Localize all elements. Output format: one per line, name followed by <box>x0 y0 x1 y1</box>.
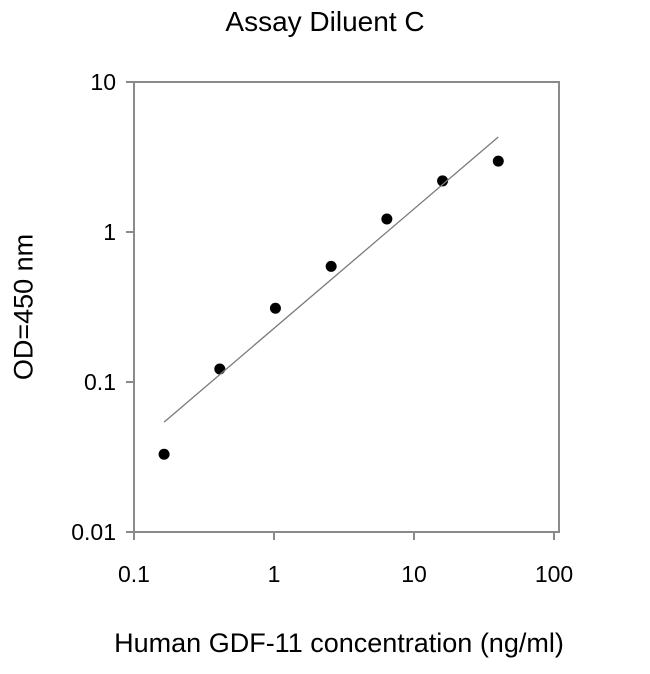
y-tick-label: 0.01 <box>71 519 116 545</box>
fit-line <box>163 136 499 423</box>
data-point <box>437 175 449 187</box>
x-tick-label: 100 <box>535 561 573 587</box>
y-tick-label: 0.1 <box>84 369 116 395</box>
x-tick-label: 1 <box>268 561 281 587</box>
data-point <box>269 302 281 314</box>
chart-title: Assay Diluent C <box>225 6 425 37</box>
data-point <box>492 155 504 167</box>
plot-frame <box>133 81 560 533</box>
y-tick-label: 10 <box>90 69 116 95</box>
x-tick-label: 10 <box>401 561 427 587</box>
y-tick-label: 1 <box>103 219 116 245</box>
x-tick-label: 0.1 <box>118 561 150 587</box>
data-point <box>325 260 337 272</box>
data-point <box>158 448 170 460</box>
data-point <box>381 213 393 225</box>
data-point <box>214 363 226 375</box>
x-axis-label: Human GDF-11 concentration (ng/ml) <box>114 628 564 658</box>
